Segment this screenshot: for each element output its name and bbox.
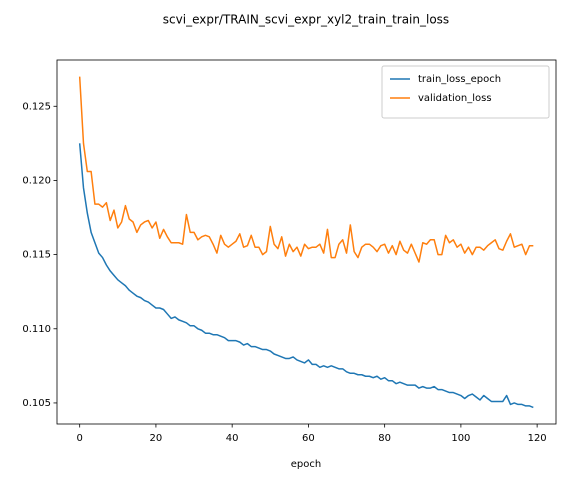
x-axis-label: epoch	[291, 459, 321, 470]
x-tick-label: 60	[302, 433, 315, 444]
x-tick-label: 0	[76, 433, 82, 444]
y-tick-label: 0.125	[22, 101, 51, 112]
y-tick-label: 0.110	[22, 324, 51, 335]
chart-title: scvi_expr/TRAIN_scvi_expr_xyl2_train_tra…	[163, 13, 449, 27]
x-tick-label: 40	[226, 433, 239, 444]
axes-frame	[56, 59, 557, 425]
y-tick-label: 0.105	[22, 398, 51, 409]
y-tick-label: 0.115	[22, 250, 51, 261]
line-series	[78, 143, 534, 409]
x-tick-label: 20	[150, 433, 163, 444]
y-tick-label: 0.120	[22, 175, 51, 186]
x-tick-label: 100	[451, 433, 470, 444]
legend-label: train_loss_epoch	[418, 74, 501, 85]
x-tick-label: 120	[528, 433, 547, 444]
x-tick-label: 80	[378, 433, 391, 444]
legend-label: validation_loss	[418, 93, 492, 104]
line-series	[78, 76, 534, 263]
legend-box	[381, 65, 550, 119]
